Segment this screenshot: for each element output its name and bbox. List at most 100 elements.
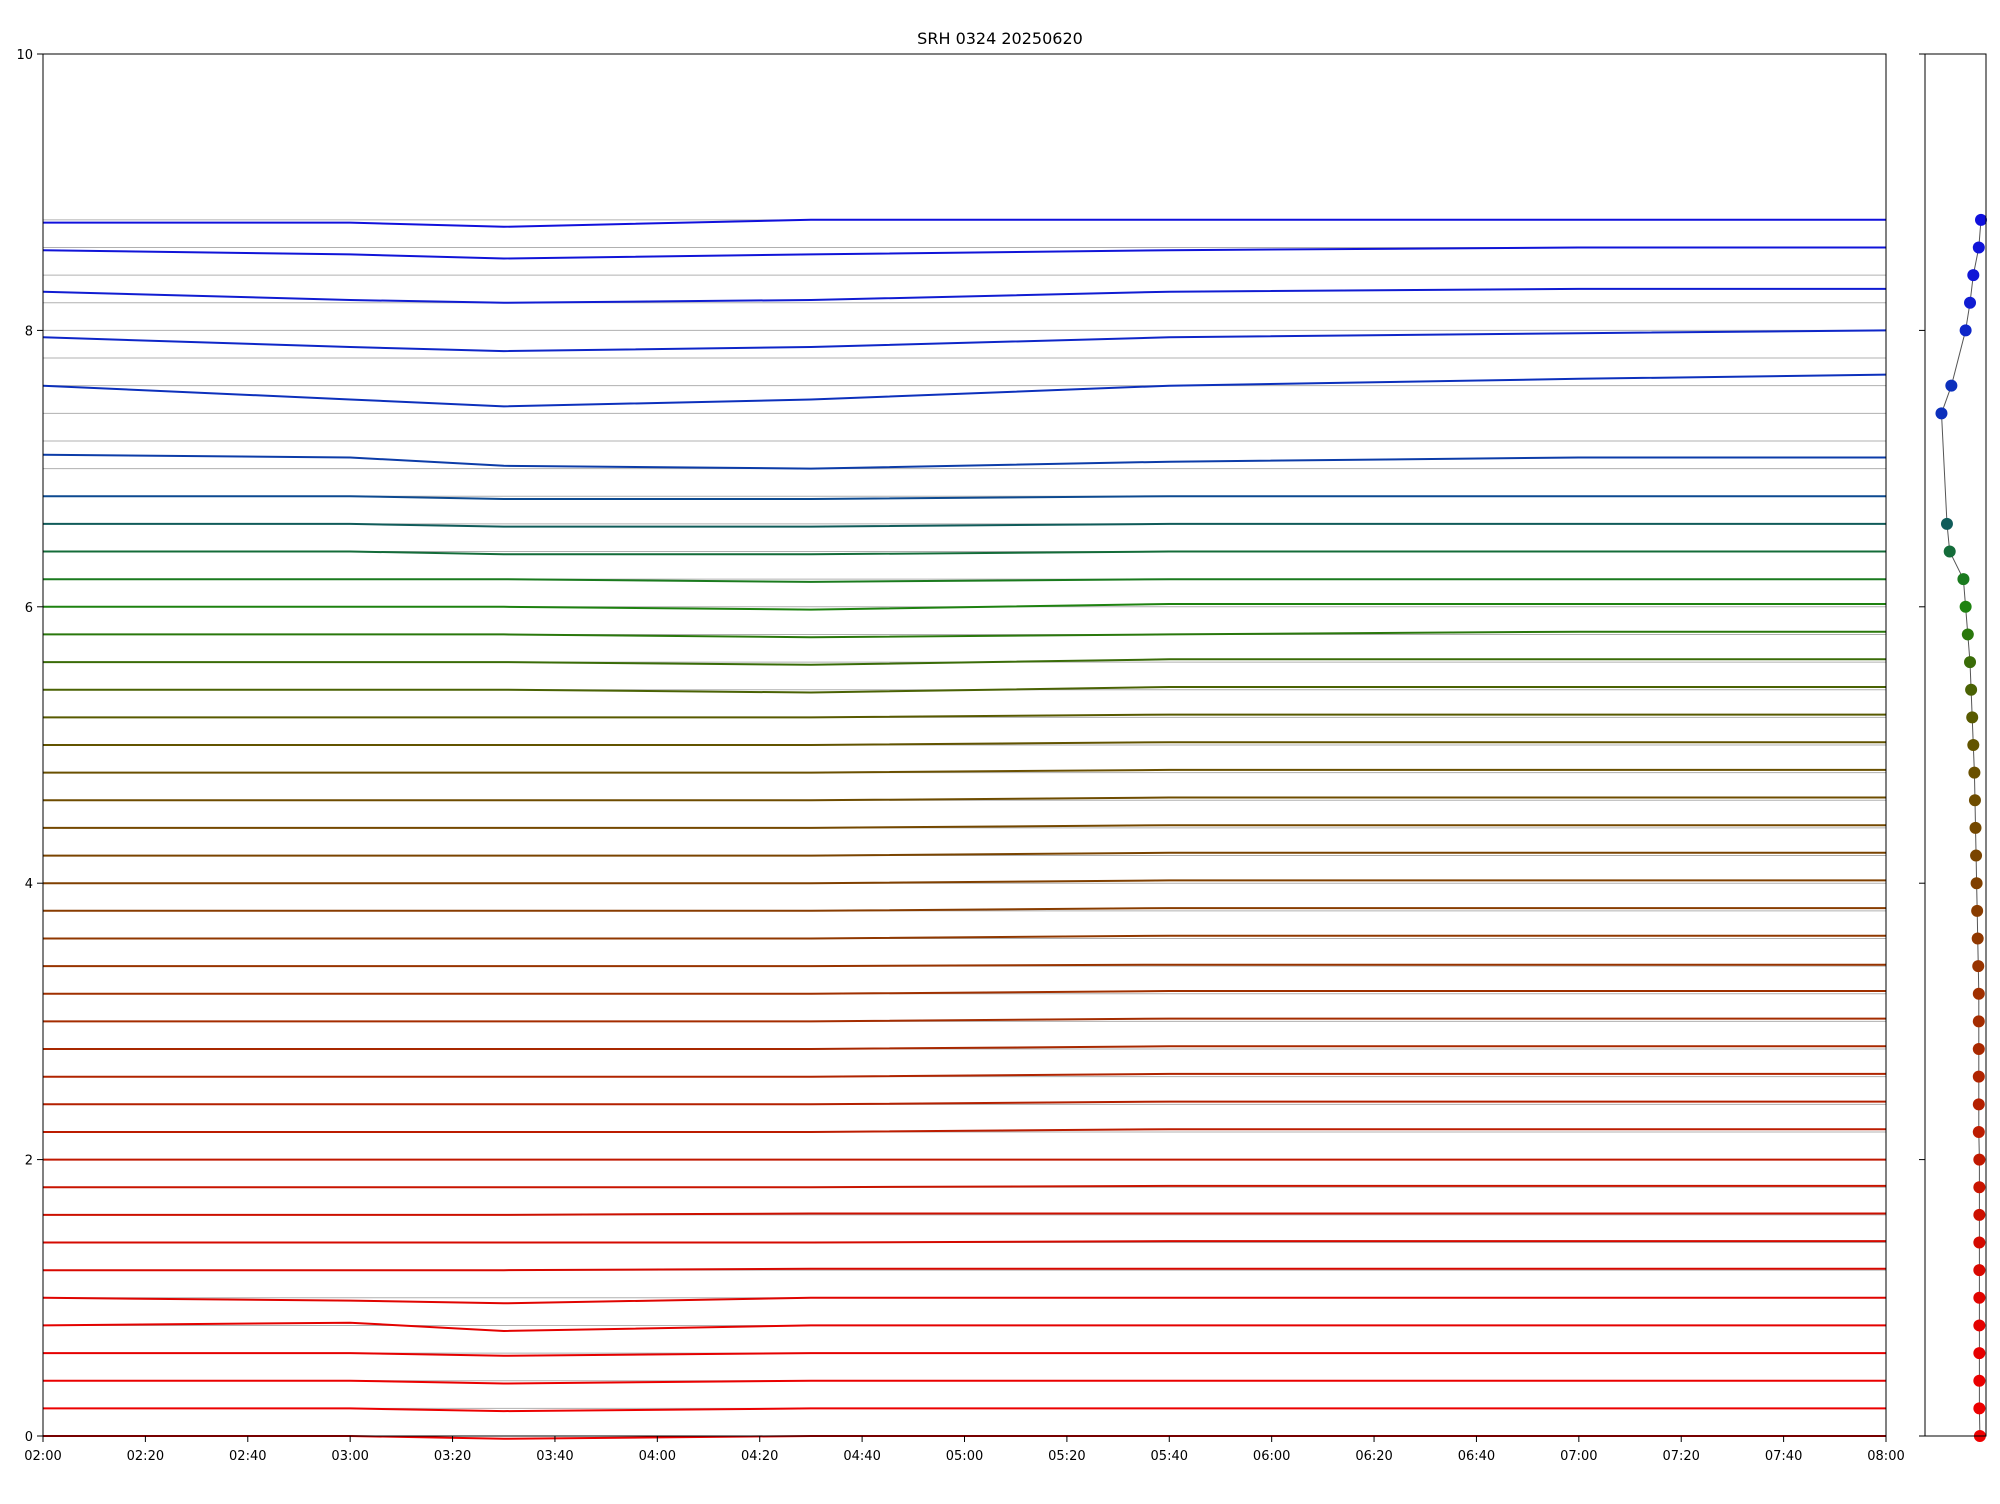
side-point	[1972, 241, 1985, 254]
series-line	[43, 934, 1886, 940]
series-line	[43, 603, 1886, 611]
side-point	[1973, 1236, 1986, 1249]
side-point	[1940, 517, 1953, 530]
side-point	[1959, 324, 1972, 337]
series-lines	[42, 218, 1887, 1440]
series-line	[43, 495, 1886, 500]
side-point	[1964, 296, 1977, 309]
series-line	[43, 1072, 1886, 1078]
series-line	[42, 1321, 1886, 1333]
series-line	[43, 796, 1886, 802]
side-point	[1973, 1181, 1986, 1194]
x-tick-label: 04:40	[843, 1449, 880, 1464]
side-point	[1973, 1264, 1986, 1277]
side-point	[1972, 987, 1985, 1000]
side-axis-ticks	[1919, 53, 1925, 1437]
side-point	[1966, 711, 1979, 724]
side-point	[1965, 683, 1978, 696]
series-line	[43, 1128, 1886, 1133]
x-tick-label: 05:40	[1151, 1449, 1188, 1464]
series-line	[42, 246, 1886, 260]
series-line	[43, 1212, 1886, 1216]
side-point	[1970, 849, 1983, 862]
series-line	[43, 218, 1886, 228]
side-point	[1973, 1374, 1986, 1387]
side-point	[1959, 600, 1972, 613]
series-line	[43, 851, 1886, 857]
series-line	[43, 1017, 1886, 1023]
series-line	[43, 1100, 1886, 1106]
series-line	[43, 768, 1886, 774]
y-tick-label: 2	[25, 1154, 33, 1169]
side-scatter	[1935, 213, 1987, 1442]
x-tick-label: 07:40	[1765, 1449, 1802, 1464]
series-line	[43, 907, 1886, 912]
side-point	[1935, 407, 1948, 420]
series-line	[43, 990, 1886, 995]
y-tick-label: 6	[25, 601, 33, 616]
x-tick-label: 04:20	[741, 1449, 778, 1464]
side-point	[1943, 545, 1956, 558]
chart-title: SRH 0324 20250620	[917, 29, 1083, 48]
y-axis: 0 2 4 6 8 10	[16, 48, 43, 1445]
series-line	[43, 658, 1886, 666]
side-point	[1972, 1015, 1985, 1028]
series-line	[43, 578, 1886, 583]
side-point	[1945, 379, 1958, 392]
side-point	[1971, 904, 1984, 917]
series-line	[43, 1267, 1886, 1272]
side-point	[1971, 932, 1984, 945]
side-point	[1964, 656, 1977, 669]
side-point	[1973, 1319, 1986, 1332]
series-line	[43, 741, 1886, 746]
y-tick-label: 8	[25, 324, 33, 339]
side-point	[1973, 1153, 1986, 1166]
series-line	[43, 1240, 1886, 1244]
x-tick-label: 06:40	[1458, 1449, 1495, 1464]
x-tick-label: 06:00	[1253, 1449, 1290, 1464]
x-tick-label: 02:20	[127, 1449, 164, 1464]
x-tick-label: 03:20	[434, 1449, 471, 1464]
series-line	[42, 287, 1886, 304]
series-line	[43, 1184, 1886, 1189]
y-tick-label: 4	[25, 877, 33, 892]
side-point	[1969, 821, 1982, 834]
side-point	[1973, 1347, 1986, 1360]
side-point	[1968, 794, 1981, 807]
x-tick-label: 02:40	[229, 1449, 266, 1464]
side-point	[1968, 766, 1981, 779]
series-line	[43, 522, 1886, 528]
series-line	[43, 1407, 1886, 1413]
side-point	[1972, 960, 1985, 973]
x-tick-label: 07:20	[1662, 1449, 1699, 1464]
series-line	[43, 1045, 1886, 1050]
x-tick-label: 05:20	[1048, 1449, 1085, 1464]
x-tick-label: 03:40	[536, 1449, 573, 1464]
x-tick-label: 05:00	[946, 1449, 983, 1464]
side-point	[1957, 573, 1970, 586]
side-point	[1973, 1208, 1986, 1221]
x-tick-label: 02:00	[24, 1449, 61, 1464]
series-line	[43, 1352, 1886, 1357]
series-line	[43, 879, 1886, 885]
x-tick-label: 06:20	[1355, 1449, 1392, 1464]
side-point	[1973, 1291, 1986, 1304]
y-tick-label: 0	[25, 1430, 33, 1445]
side-point	[1972, 1098, 1985, 1111]
side-point	[1967, 739, 1980, 751]
series-line	[43, 550, 1886, 556]
side-point	[1972, 1125, 1985, 1138]
x-tick-label: 07:00	[1560, 1449, 1597, 1464]
x-tick-label: 04:00	[639, 1449, 676, 1464]
series-line	[42, 373, 1887, 408]
series-line	[43, 713, 1886, 719]
x-axis: 02:00 02:20 02:40 03:00 03:20 03:40 04:00 04:20…	[24, 1436, 1905, 1464]
series-line	[43, 1379, 1886, 1385]
series-line	[43, 824, 1886, 829]
side-point	[1972, 1043, 1985, 1056]
series-line	[43, 963, 1886, 968]
series-line	[43, 686, 1886, 694]
side-point	[1972, 1070, 1985, 1083]
